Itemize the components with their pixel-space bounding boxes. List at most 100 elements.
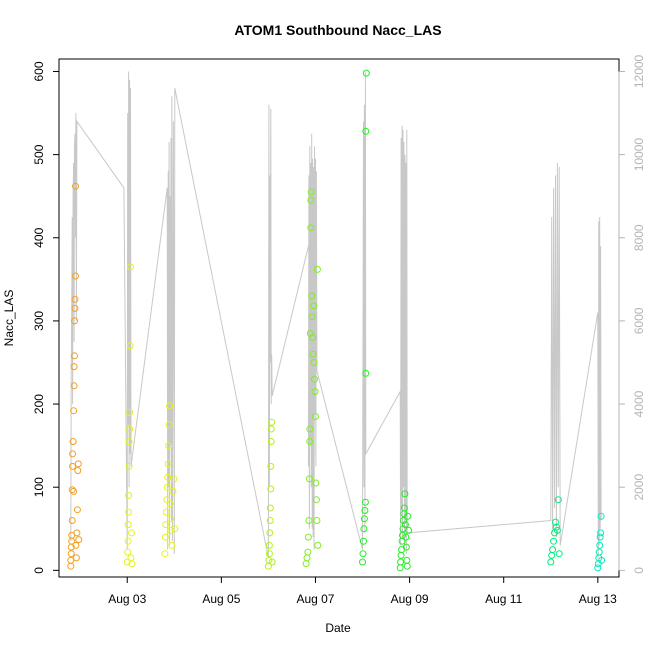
data-point xyxy=(167,526,175,534)
data-point xyxy=(73,529,81,537)
data-point xyxy=(126,425,134,433)
x-axis-label: Date xyxy=(325,621,351,635)
data-point xyxy=(361,498,369,506)
data-point xyxy=(399,531,406,539)
y2-tick-label: 0 xyxy=(632,567,646,574)
data-point xyxy=(552,523,560,531)
data-point xyxy=(166,402,174,410)
data-point xyxy=(128,529,135,537)
data-point xyxy=(165,421,173,429)
y-axis-right: 0 2000 4000 6000 8000 10000 12000 xyxy=(618,54,646,574)
data-point xyxy=(266,529,274,537)
data-point xyxy=(400,504,408,512)
data-point xyxy=(73,506,81,514)
data-point xyxy=(125,462,133,470)
y2-tick-label: 2000 xyxy=(632,474,646,501)
data-point xyxy=(167,515,174,523)
data-point xyxy=(306,425,314,433)
data-point xyxy=(313,265,321,273)
data-point xyxy=(314,541,322,549)
data-point xyxy=(310,302,318,310)
data-point xyxy=(595,548,603,556)
data-point xyxy=(69,450,77,458)
data-point xyxy=(166,500,174,508)
x-tick-label: Aug 05 xyxy=(202,592,240,606)
data-point xyxy=(72,541,80,549)
data-point xyxy=(69,462,77,470)
data-point xyxy=(309,350,317,358)
data-point xyxy=(68,486,76,494)
data-point xyxy=(68,517,76,524)
data-point xyxy=(309,334,317,341)
y-axis-label: Nacc_LAS xyxy=(2,290,16,347)
data-point xyxy=(404,512,412,520)
y-tick-label: 100 xyxy=(32,477,46,497)
data-point xyxy=(304,548,312,556)
x-axis: Aug 03 Aug 05 Aug 07 Aug 09 Aug 11 Aug 13 xyxy=(108,577,617,606)
data-point xyxy=(312,413,319,420)
data-point xyxy=(597,529,605,537)
y-tick-label: 300 xyxy=(32,311,46,331)
data-point xyxy=(171,525,179,533)
data-point xyxy=(312,496,320,504)
data-point xyxy=(361,507,369,514)
data-point xyxy=(400,517,407,524)
y-tick-label: 500 xyxy=(32,144,46,164)
data-point xyxy=(69,438,77,445)
data-point xyxy=(401,490,409,498)
data-point xyxy=(265,550,273,558)
chart-title: ATOM1 Southbound Nacc_LAS xyxy=(234,22,441,38)
data-point xyxy=(72,182,79,190)
data-point xyxy=(70,363,78,371)
data-point xyxy=(594,564,602,572)
y-tick-label: 600 xyxy=(32,61,46,81)
data-point xyxy=(307,188,315,196)
data-point xyxy=(307,196,315,204)
data-point xyxy=(70,487,78,495)
data-point xyxy=(267,485,275,493)
data-point xyxy=(165,442,173,450)
y-tick-label: 200 xyxy=(32,394,46,414)
series-line xyxy=(70,71,602,558)
data-point xyxy=(597,512,605,520)
data-point xyxy=(403,562,411,570)
data-point xyxy=(170,475,178,483)
data-point xyxy=(552,518,559,526)
data-point xyxy=(267,438,275,445)
data-point xyxy=(74,460,82,468)
data-point xyxy=(554,496,562,504)
data-point xyxy=(304,533,312,541)
data-point xyxy=(359,550,367,558)
data-point xyxy=(549,546,557,554)
x-tick-label: Aug 13 xyxy=(579,592,617,606)
data-point xyxy=(360,525,368,533)
data-point xyxy=(313,517,321,524)
data-point xyxy=(310,359,318,366)
data-point xyxy=(553,526,561,534)
data-point xyxy=(266,517,274,524)
data-point xyxy=(360,537,367,545)
data-point xyxy=(550,537,558,545)
data-point xyxy=(72,272,79,280)
data-point xyxy=(124,537,132,545)
data-point xyxy=(127,263,134,271)
data-point xyxy=(397,558,405,566)
data-point xyxy=(547,558,555,566)
data-point xyxy=(128,560,136,568)
data-point xyxy=(265,556,273,564)
data-point xyxy=(306,438,314,445)
x-tick-label: Aug 07 xyxy=(296,592,334,606)
data-point xyxy=(124,521,132,529)
data-point xyxy=(267,425,275,433)
data-point xyxy=(308,313,316,321)
y-tick-label: 0 xyxy=(32,567,46,574)
data-point xyxy=(362,369,370,377)
data-point xyxy=(401,521,409,529)
data-point xyxy=(74,467,82,475)
data-point xyxy=(71,304,79,312)
data-point xyxy=(362,127,370,135)
data-point xyxy=(124,548,132,556)
data-point xyxy=(362,69,370,77)
